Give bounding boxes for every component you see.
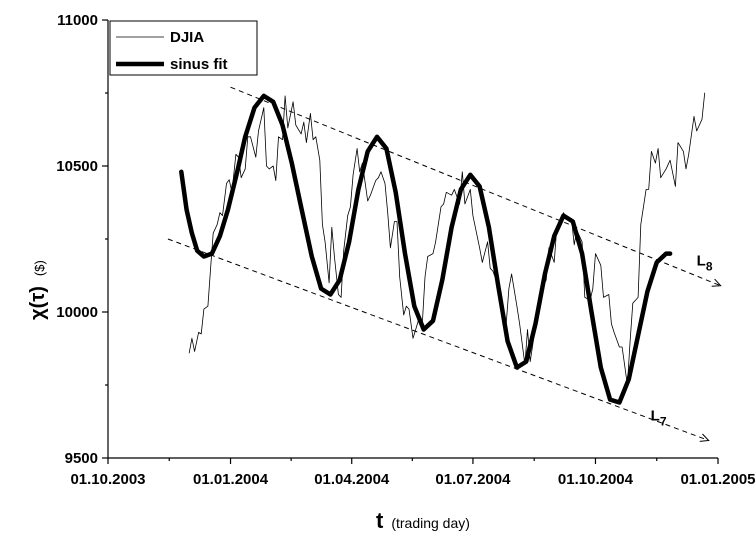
trend-line-label-subscript: 7	[660, 414, 667, 428]
arrow-head-icon	[699, 433, 710, 442]
legend: DJIA sinus fit	[109, 20, 258, 76]
trend-line-label-letter: L	[697, 253, 706, 270]
axes-group: 9500 10000 10500 11000 01.10.2003 01.01.2004 0…	[56, 12, 755, 488]
x-axis-label: t (trading day)	[376, 508, 470, 533]
trend-line-L8	[230, 86, 721, 287]
axis-labels-group: t (trading day) χ(τ) ($)	[27, 260, 470, 533]
series-group	[179, 92, 706, 405]
x-tick-label: 01.04.2004	[314, 471, 390, 488]
legend-label: DJIA	[170, 29, 204, 46]
y-axis-symbol: χ(τ)	[27, 286, 49, 320]
x-axis-text: (trading day)	[391, 515, 470, 531]
y-tick-label: 10500	[56, 158, 98, 175]
y-tick-label: 9500	[65, 450, 98, 467]
x-axis-symbol: t	[376, 508, 384, 533]
trend-line-L7	[167, 238, 709, 441]
y-axis-unit: ($)	[32, 260, 47, 276]
x-tick-label: 01.01.2005	[680, 471, 755, 488]
trend-line-label: L8	[697, 253, 713, 274]
arrow-head-icon	[711, 278, 722, 287]
series-line-sinus-fit	[179, 93, 673, 405]
trend-line-label: L7	[651, 407, 667, 428]
y-tick-label: 11000	[57, 12, 98, 29]
trend-line-label-letter: L	[651, 407, 660, 424]
x-tick-label: 01.01.2004	[193, 471, 269, 488]
x-tick-label: 01.10.2004	[558, 471, 634, 488]
x-tick-label: 01.10.2003	[70, 471, 145, 488]
y-tick-label: 10000	[56, 304, 98, 321]
trend-line-label-subscript: 8	[706, 260, 713, 274]
legend-label: sinus fit	[170, 56, 228, 73]
series-line-djia	[188, 92, 706, 386]
x-tick-label: 01.07.2004	[435, 471, 511, 488]
y-axis-label: χ(τ) ($)	[27, 260, 49, 320]
